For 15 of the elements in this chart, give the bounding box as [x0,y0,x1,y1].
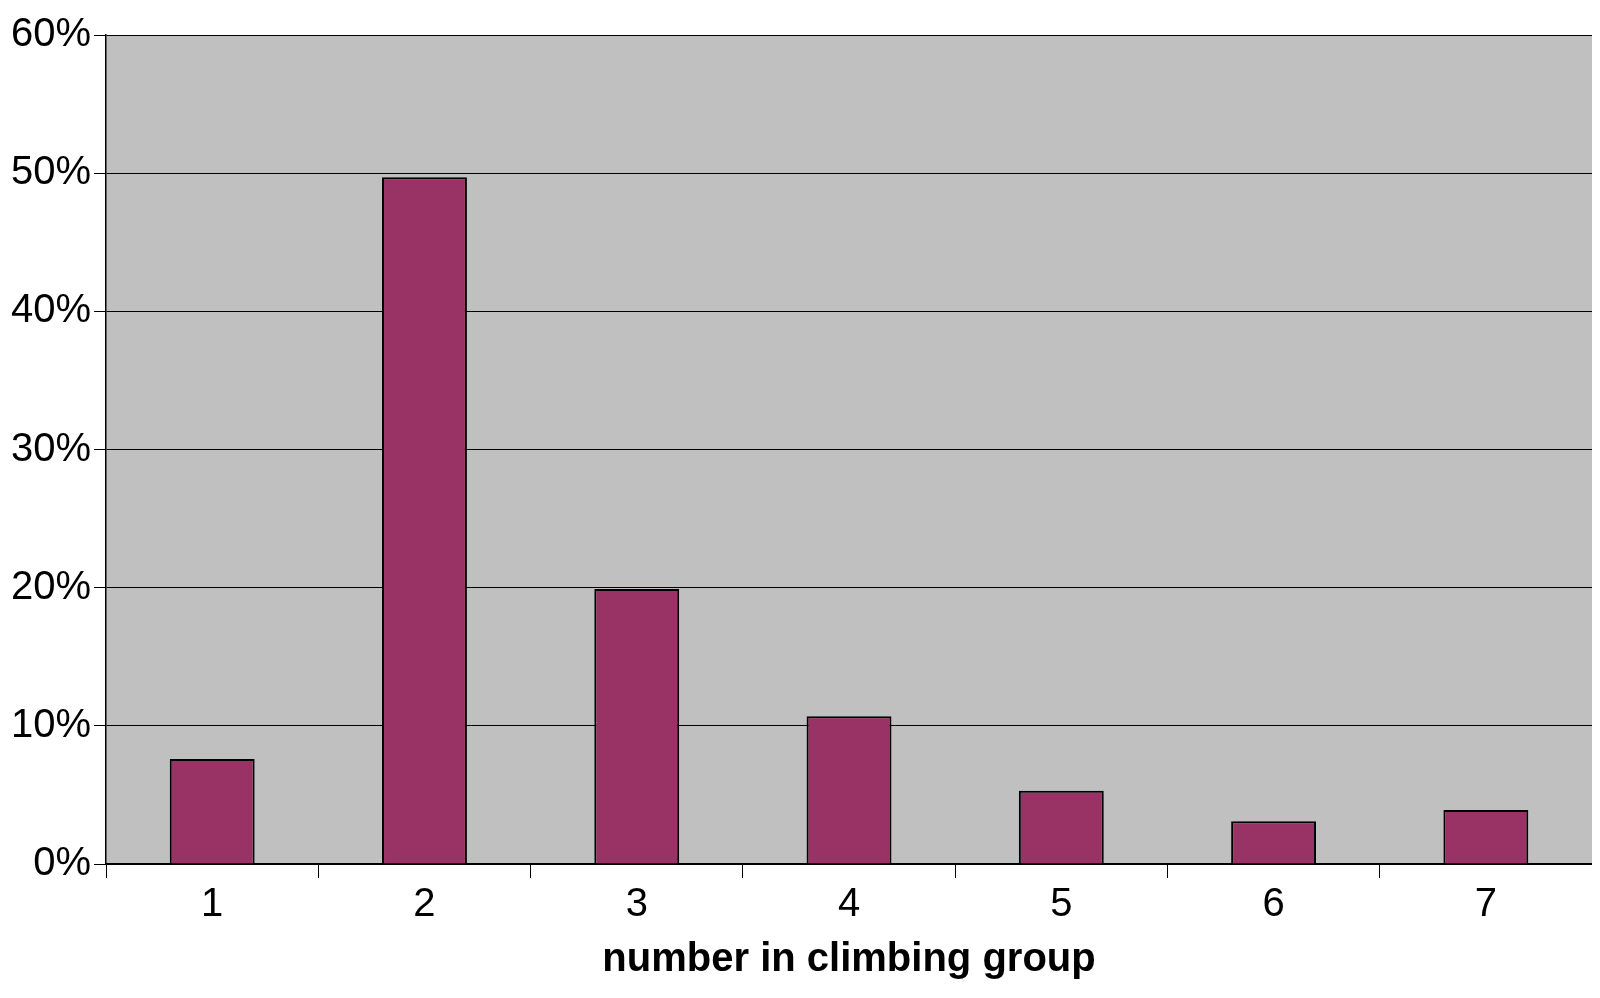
x-tick-label: 4 [837,880,861,925]
y-tick-label: 0% [33,839,92,884]
y-tick-label: 40% [11,286,92,331]
y-tick-label: 10% [11,700,92,745]
x-tick-label: 3 [625,880,648,925]
y-tick-label: 30% [11,424,92,469]
y-tick-label: 20% [11,562,92,607]
y-tick-label: 50% [11,148,92,193]
x-tick-label: 1 [201,880,224,925]
x-tick-label: 5 [1050,880,1073,925]
x-tick-label: 2 [413,880,436,925]
x-axis-title: number in climbing group [602,935,1096,980]
x-tick-label: 6 [1262,880,1285,925]
x-tick-label: 7 [1474,880,1497,925]
y-tick-label: 60% [11,10,92,55]
